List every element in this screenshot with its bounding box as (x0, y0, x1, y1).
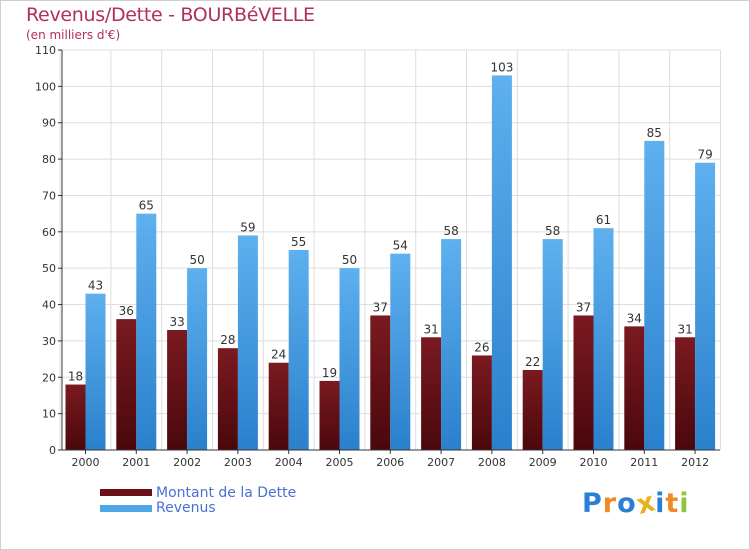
x-tick-label: 2009 (529, 456, 557, 469)
data-label-dette-2003: 28 (220, 333, 235, 347)
chart-title: Revenus/Dette - BOURBéVELLE (26, 4, 315, 26)
bar-dette-2008 (471, 355, 492, 450)
x-tick-label: 2008 (478, 456, 506, 469)
x-tick-label: 2001 (122, 456, 150, 469)
proxiti-logo: Proxiti (582, 486, 690, 521)
bar-revenus-2006 (390, 253, 411, 450)
y-tick-label: 10 (42, 408, 56, 421)
data-label-dette-2001: 36 (119, 304, 134, 318)
data-label-dette-2005: 19 (322, 366, 337, 380)
x-tick-label: 2002 (173, 456, 201, 469)
data-label-revenus-2004: 55 (291, 235, 306, 249)
legend-swatch-revenus (100, 505, 152, 512)
bar-dette-2001 (116, 319, 137, 450)
bar-revenus-2002 (187, 268, 208, 450)
logo-letter: i (679, 488, 690, 519)
y-tick-label: 100 (35, 80, 56, 93)
logo-letter: i (655, 488, 666, 519)
data-label-revenus-2002: 50 (189, 253, 204, 267)
bar-dette-2011 (624, 326, 645, 450)
y-tick-label: 110 (35, 44, 56, 57)
x-tick-label: 2007 (427, 456, 455, 469)
x-tick-label: 2012 (681, 456, 709, 469)
bar-dette-2012 (675, 337, 696, 450)
data-label-revenus-2000: 43 (88, 279, 103, 293)
bar-revenus-2009 (542, 239, 563, 450)
bar-dette-2006 (370, 315, 391, 450)
bar-dette-2009 (522, 370, 543, 450)
logo-letter: t (665, 488, 680, 519)
data-label-revenus-2007: 58 (443, 224, 458, 238)
x-tick-label: 2010 (580, 456, 608, 469)
x-tick-label: 2003 (224, 456, 252, 469)
y-tick-label: 50 (42, 262, 56, 275)
logo-letter: o (617, 488, 637, 519)
bar-dette-2003 (217, 348, 238, 450)
y-tick-label: 30 (42, 335, 56, 348)
bar-revenus-2001 (136, 213, 157, 450)
x-tick-label: 2000 (72, 456, 100, 469)
y-tick-label: 90 (42, 117, 56, 130)
data-label-revenus-2003: 59 (240, 220, 255, 234)
legend-label-revenus: Revenus (156, 500, 216, 516)
bar-revenus-2003 (237, 235, 258, 450)
data-label-dette-2012: 31 (677, 322, 692, 336)
chart-subtitle: (en milliers d'€) (26, 28, 121, 42)
legend-label-dette: Montant de la Dette (156, 485, 297, 501)
data-label-revenus-2011: 85 (647, 126, 662, 140)
y-tick-label: 60 (42, 226, 56, 239)
x-tick-label: 2006 (376, 456, 404, 469)
bar-revenus-2005 (339, 268, 360, 450)
bar-revenus-2012 (695, 162, 716, 450)
data-label-revenus-2001: 65 (139, 199, 154, 213)
bar-dette-2000 (65, 384, 86, 450)
data-label-revenus-2010: 61 (596, 213, 611, 227)
logo-letter: P (582, 488, 603, 519)
data-label-revenus-2012: 79 (697, 148, 712, 162)
x-tick-label: 2004 (275, 456, 303, 469)
bar-dette-2007 (421, 337, 442, 450)
bar-revenus-2011 (644, 140, 665, 450)
data-label-dette-2000: 18 (68, 370, 83, 384)
data-label-dette-2009: 22 (525, 355, 540, 369)
bar-revenus-2010 (593, 228, 614, 450)
bar-revenus-2004 (288, 250, 309, 450)
legend-swatch-dette (100, 489, 152, 496)
x-tick-label: 2005 (326, 456, 354, 469)
logo-letter: r (602, 488, 618, 519)
x-tick-label: 2011 (630, 456, 658, 469)
bar-revenus-2007 (441, 239, 462, 450)
y-tick-label: 80 (42, 153, 56, 166)
bar-revenus-2000 (85, 293, 106, 450)
data-label-dette-2002: 33 (169, 315, 184, 329)
data-label-dette-2008: 26 (474, 340, 489, 354)
y-tick-label: 40 (42, 299, 56, 312)
y-tick-label: 70 (42, 189, 56, 202)
data-label-revenus-2006: 54 (393, 239, 408, 253)
data-label-dette-2006: 37 (373, 300, 388, 314)
data-label-dette-2011: 34 (627, 311, 642, 325)
bar-dette-2005 (319, 380, 340, 450)
data-label-dette-2010: 37 (576, 300, 591, 314)
bar-dette-2004 (268, 362, 289, 450)
bar-dette-2002 (167, 330, 188, 450)
data-label-revenus-2005: 50 (342, 253, 357, 267)
data-label-dette-2004: 24 (271, 348, 286, 362)
y-tick-label: 20 (42, 371, 56, 384)
data-label-revenus-2009: 58 (545, 224, 560, 238)
data-label-revenus-2008: 103 (490, 60, 513, 74)
y-tick-label: 0 (49, 444, 56, 457)
data-label-dette-2007: 31 (423, 322, 438, 336)
bar-revenus-2008 (491, 75, 512, 451)
bar-dette-2010 (573, 315, 594, 450)
